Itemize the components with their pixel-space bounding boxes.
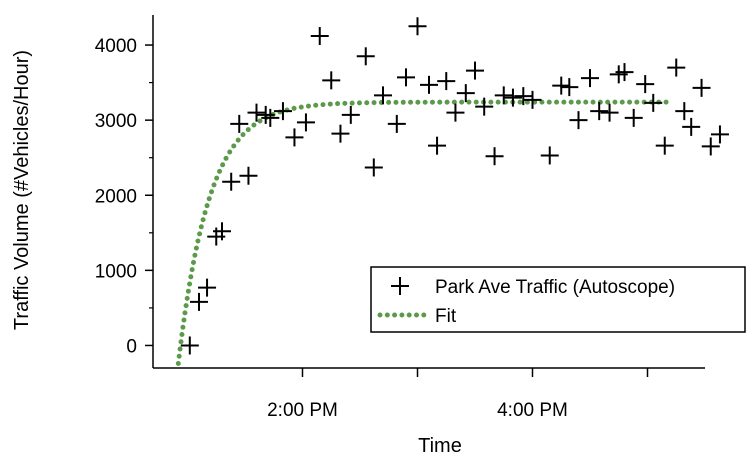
data-point (437, 72, 456, 91)
data-point (475, 97, 494, 116)
data-point (285, 128, 304, 147)
x-tick-label: 2:00 PM (267, 400, 338, 421)
data-point (428, 136, 447, 155)
data-series (180, 17, 729, 355)
data-point (273, 102, 292, 121)
data-point (374, 86, 392, 105)
data-point (239, 166, 258, 185)
data-point (600, 103, 619, 122)
axes (152, 15, 705, 369)
data-point (408, 17, 427, 36)
data-point (322, 71, 341, 90)
data-point (569, 111, 588, 130)
y-axis-title: Traffic Volume (#Vehicles/Hour) (11, 50, 33, 330)
data-point (540, 146, 559, 165)
x-axis-ticks: 2:00 PM 4:00 PM (267, 368, 649, 421)
data-point (701, 137, 720, 156)
y-tick-label: 1000 (95, 261, 137, 282)
fit-series (175, 99, 673, 366)
data-point (494, 86, 513, 105)
data-point (387, 114, 406, 133)
data-point (624, 108, 643, 127)
data-point (655, 136, 674, 155)
data-point (456, 84, 475, 103)
data-point (552, 76, 571, 95)
y-tick-label: 3000 (95, 111, 137, 132)
data-point (710, 125, 729, 144)
y-axis-ticks: 0 1000 2000 3000 4000 (95, 36, 153, 357)
data-point (261, 108, 280, 127)
data-point (256, 105, 275, 124)
data-point (310, 27, 329, 46)
x-tick-label: 4:00 PM (497, 400, 568, 421)
data-point (615, 63, 634, 82)
data-point (581, 69, 599, 88)
y-tick-label: 2000 (95, 186, 137, 207)
legend-label-fit: Fit (435, 306, 457, 327)
data-point (420, 75, 438, 94)
data-point (198, 278, 217, 297)
data-point (503, 88, 522, 107)
data-point (397, 68, 415, 87)
data-point (485, 147, 504, 166)
data-point (514, 87, 533, 106)
data-point (213, 222, 231, 241)
legend: Park Ave Traffic (Autoscope) Fit (370, 266, 746, 333)
data-point (180, 336, 199, 355)
x-axis-title: Time (418, 435, 462, 457)
data-point (341, 105, 360, 124)
data-point (590, 102, 609, 121)
data-point (560, 78, 579, 97)
legend-box (370, 266, 746, 333)
data-point (222, 172, 241, 191)
data-point (190, 292, 208, 311)
data-point (523, 90, 542, 109)
data-point (296, 113, 315, 132)
data-point (247, 103, 266, 122)
data-point (331, 124, 350, 143)
data-point (364, 158, 383, 177)
data-point (446, 103, 465, 122)
data-point (675, 102, 694, 121)
data-point (692, 78, 711, 97)
fit-curve (175, 99, 673, 366)
data-point (682, 117, 701, 136)
data-point (230, 114, 249, 133)
data-point (356, 47, 375, 66)
y-tick-label: 0 (126, 336, 137, 357)
data-point (644, 93, 663, 112)
data-point (636, 75, 655, 94)
legend-marker-plus (391, 277, 409, 295)
data-point (667, 58, 686, 77)
data-point (466, 61, 484, 80)
y-tick-label: 4000 (95, 36, 137, 57)
legend-label-park-ave: Park Ave Traffic (Autoscope) (435, 277, 675, 298)
